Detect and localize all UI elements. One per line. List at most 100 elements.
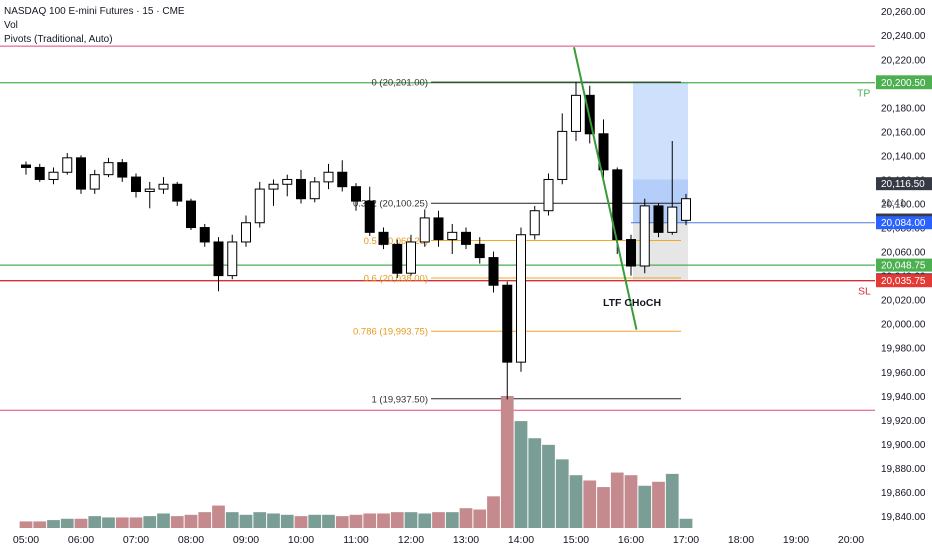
volume-bar [624,475,638,528]
candle-body [488,257,499,286]
y-tick-label: 19,980.00 [881,344,926,355]
y-tick-label: 19,960.00 [881,368,926,379]
y-tick-label: 20,180.00 [881,103,926,114]
x-tick-label: 13:00 [453,534,479,546]
candle-body [337,171,348,188]
candle-body [364,200,375,233]
volume-bar [129,517,143,528]
volume-bar [569,475,583,528]
volume-bar [198,512,212,528]
volume-bar [335,516,349,528]
trend-line [573,47,638,330]
candle-body [598,133,609,171]
candle-body [626,239,636,267]
volume-bar [363,513,377,528]
candle-body [158,183,169,190]
volume-bar [652,481,665,528]
candle-body [406,241,416,274]
candle-body [378,231,389,245]
y-tick-label: 20,160.00 [881,127,926,138]
x-tick-label: 05:00 [13,534,39,546]
volume-bar [610,472,624,528]
volume-bar [33,521,47,528]
volume-bar [184,514,198,528]
x-tick-label: 20:00 [838,534,864,546]
candle-body [268,183,279,190]
candle-body [199,227,210,243]
candle-body [502,284,513,363]
price-label-text: 20,116.50 [881,179,925,190]
volume-bar [473,509,487,528]
y-tick-label: 20,100.00 [881,200,926,211]
volume-bar [514,421,528,528]
volume-bar [280,514,294,528]
candle-body [557,130,568,180]
y-tick-label: 20,240.00 [881,31,926,42]
candle-body [653,205,664,233]
price-label-text: 20,048.75 [881,261,926,272]
volume-bar [308,514,322,528]
candle-body [131,176,141,192]
candle-body [516,234,526,363]
volume-bar [542,444,555,528]
price-label-box [876,216,932,230]
volume-bar [445,512,459,528]
y-tick-label: 19,860.00 [881,488,926,499]
candle-body [254,188,265,224]
volume-bar [239,514,253,528]
choch-annotation: LTF CHoCH [603,297,661,309]
volume-bar [487,496,500,528]
volume-bar [253,512,267,528]
volume-bar [143,516,157,528]
x-tick-label: 14:00 [508,534,534,546]
candle-body [48,171,59,180]
fib-label: 0.382 (20,100.25) [353,199,428,210]
volume-bar [170,516,184,528]
candle-body [667,206,678,233]
candle-body [529,210,540,236]
x-tick-label: 07:00 [123,534,149,546]
candle-body [213,241,224,277]
volume-bar [500,396,514,528]
candle-body [351,186,361,202]
volume-bar [418,513,432,528]
price-label-box [876,76,932,90]
candle-body [461,231,471,245]
candle-body [447,231,458,241]
x-tick-label: 09:00 [233,534,259,546]
x-tick-label: 10:00 [288,534,314,546]
candle-body [681,198,691,221]
price-label-box [876,274,932,288]
fib-label: 0.5 (20,069.25) [364,236,428,247]
symbol-title[interactable]: NASDAQ 100 E-mini Futures · 15 · CME [4,6,185,17]
y-tick-label: 20,220.00 [881,55,926,66]
candle-body [419,217,430,243]
volume-bar [390,512,404,528]
fib-label: 0.6 (20,038.00) [364,274,428,285]
candle-body [571,94,581,132]
volume-bar [47,520,60,528]
candle-body [34,166,45,180]
volume-bar [74,518,88,528]
fib-label: 0 (20,201.00) [371,78,428,89]
x-tick-label: 17:00 [673,534,699,546]
candle-body [296,178,306,200]
price-label-text: 20,084.00 [881,218,926,229]
x-tick-label: 19:00 [783,534,809,546]
volume-indicator-label[interactable]: Vol [4,20,18,31]
price-label-box [876,258,932,272]
y-tick-label: 19,840.00 [881,512,926,523]
volume-bar [294,516,308,528]
volume-bar [597,487,610,528]
pivots-indicator-label[interactable]: Pivots (Traditional, Auto) [4,34,113,45]
candle-body [282,178,293,185]
price-label-text: 20,200.50 [881,78,926,89]
candle-body [117,162,128,178]
y-tick-label: 20,140.00 [881,151,926,162]
x-tick-label: 08:00 [178,534,204,546]
volume-bar [459,508,473,528]
candle-body [21,164,31,168]
price-label-text: 20,035.75 [881,276,926,287]
volume-bar [583,480,597,528]
